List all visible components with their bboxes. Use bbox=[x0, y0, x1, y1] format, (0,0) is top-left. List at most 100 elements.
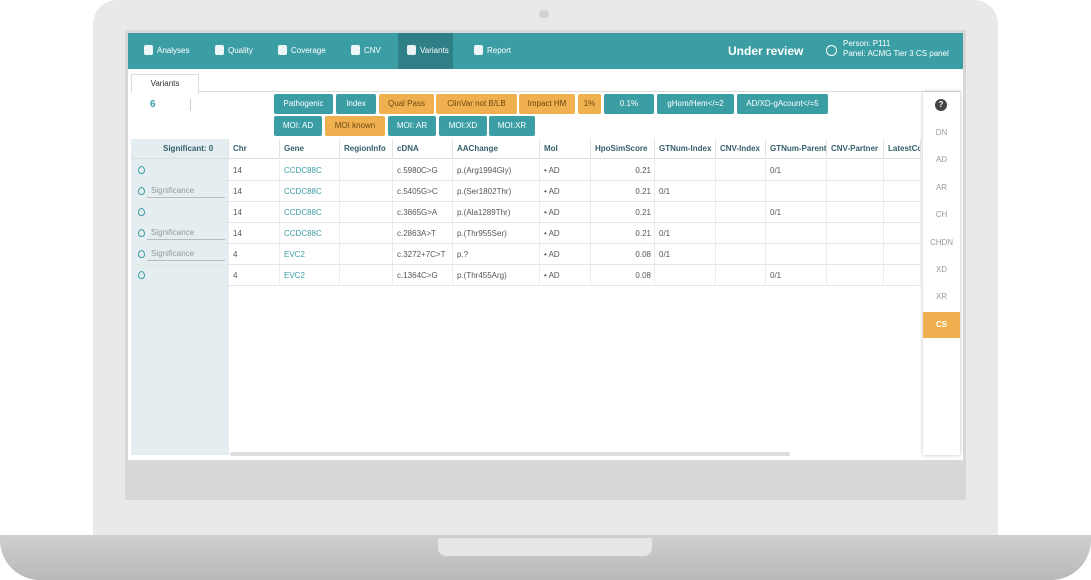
cell-border bbox=[654, 181, 655, 202]
cell-border bbox=[715, 223, 716, 244]
filter-button[interactable]: Qual Pass bbox=[379, 94, 434, 114]
cell-border bbox=[654, 202, 655, 223]
filter-button[interactable]: AD/XD-gAcount</=5 bbox=[737, 94, 828, 114]
cell-border bbox=[339, 244, 340, 265]
nav-bar bbox=[128, 33, 963, 69]
column-header[interactable]: MoI bbox=[540, 139, 591, 159]
cell-border bbox=[883, 181, 884, 202]
cell-border bbox=[590, 244, 591, 265]
row-divider bbox=[131, 264, 921, 265]
table-cell: p.(Arg1994Gly) bbox=[457, 166, 512, 175]
cell-border bbox=[392, 223, 393, 244]
nav-icon bbox=[474, 45, 483, 55]
nav-icon bbox=[407, 45, 416, 55]
column-header[interactable]: GTNum-Parent bbox=[766, 139, 827, 159]
table-cell: • AD bbox=[544, 271, 560, 280]
table-cell[interactable]: Significance bbox=[147, 244, 225, 261]
cell-border bbox=[590, 181, 591, 202]
cell-border bbox=[392, 202, 393, 223]
row-divider bbox=[131, 285, 921, 286]
camera bbox=[539, 10, 549, 18]
cell-border bbox=[883, 265, 884, 286]
column-header[interactable]: GTNum-Index bbox=[655, 139, 716, 159]
status[interactable]: Under review bbox=[728, 33, 803, 69]
column-header[interactable]: HpoSimScore bbox=[591, 139, 655, 159]
help-icon[interactable]: ? bbox=[935, 99, 947, 111]
filter-button[interactable]: MOI:XD bbox=[439, 116, 487, 136]
cell-border bbox=[452, 181, 453, 202]
column-header[interactable]: AAChange bbox=[453, 139, 540, 159]
tab-bar bbox=[131, 74, 961, 92]
filter-button[interactable]: MOI: AD bbox=[274, 116, 322, 136]
moi-filter[interactable]: DN bbox=[935, 128, 948, 137]
sidebar bbox=[923, 92, 960, 455]
table-cell: 0/1 bbox=[659, 229, 671, 238]
nav-item[interactable]: Report bbox=[487, 46, 512, 55]
cell-border bbox=[654, 244, 655, 265]
filter-button[interactable]: ClinVar not B/LB bbox=[436, 94, 517, 114]
filter-button[interactable]: gHom/Hem</=2 bbox=[657, 94, 734, 114]
nav-item[interactable]: Coverage bbox=[291, 46, 326, 55]
cell-border bbox=[654, 160, 655, 181]
drop-icon bbox=[138, 166, 145, 174]
moi-filter[interactable]: CH bbox=[935, 210, 948, 220]
filter-button[interactable]: MOI:XR bbox=[489, 116, 535, 136]
moi-filter[interactable]: AD bbox=[935, 155, 948, 165]
nav-item[interactable]: Quality bbox=[228, 46, 253, 55]
cell-border bbox=[539, 223, 540, 244]
nav-icon bbox=[278, 45, 287, 55]
column-header[interactable]: LatestCom bbox=[884, 139, 921, 159]
cell-border bbox=[452, 223, 453, 244]
cell-border bbox=[452, 244, 453, 265]
table-cell: 0/1 bbox=[659, 250, 671, 259]
column-header[interactable]: CNV-Partner bbox=[827, 139, 884, 159]
toolbar-icons[interactable] bbox=[190, 99, 230, 111]
column-header[interactable]: RegionInfo bbox=[340, 139, 393, 159]
info-icon bbox=[826, 45, 837, 56]
table-cell: c.2863A>T bbox=[397, 229, 436, 238]
nav-item[interactable]: Analyses bbox=[157, 46, 190, 55]
cell-border bbox=[826, 202, 827, 223]
nav-item[interactable]: Variants bbox=[420, 46, 449, 55]
variant-count: 6 bbox=[150, 99, 156, 110]
filter-button[interactable]: 1% bbox=[578, 94, 601, 114]
filter-button[interactable]: MOI: AR bbox=[388, 116, 436, 136]
moi-filter[interactable]: AR bbox=[935, 182, 948, 192]
table-cell[interactable]: Significance bbox=[147, 223, 225, 240]
drop-icon bbox=[138, 250, 145, 258]
table-cell[interactable]: Significance bbox=[147, 181, 225, 198]
column-header[interactable]: Gene bbox=[280, 139, 340, 159]
cell-border bbox=[826, 160, 827, 181]
filter-button[interactable]: Impact HM bbox=[519, 94, 575, 114]
table-cell: c.3272+7C>T bbox=[397, 250, 446, 259]
table-cell: 0.21 bbox=[635, 166, 651, 175]
cell-border bbox=[715, 202, 716, 223]
cell-border bbox=[920, 223, 921, 244]
filter-button[interactable]: 0.1% bbox=[604, 94, 654, 114]
table-cell: 0/1 bbox=[770, 166, 782, 175]
scrollbar[interactable] bbox=[230, 452, 790, 456]
filter-button[interactable]: Pathogenic bbox=[274, 94, 333, 114]
column-header[interactable]: cDNA bbox=[393, 139, 453, 159]
column-header[interactable]: Chr bbox=[229, 139, 280, 159]
tab[interactable]: Variants bbox=[131, 74, 199, 93]
column-header[interactable]: CNV-Index bbox=[716, 139, 766, 159]
cell-border bbox=[279, 244, 280, 265]
filter-button[interactable]: Index bbox=[336, 94, 376, 114]
table-cell: 14 bbox=[233, 208, 242, 217]
filter-button[interactable]: MOI known bbox=[325, 116, 385, 136]
cell-border bbox=[765, 202, 766, 223]
column-header[interactable]: Significant: 0 bbox=[131, 139, 229, 159]
cell-border bbox=[920, 244, 921, 265]
trackpad-notch bbox=[438, 538, 652, 556]
row-divider bbox=[131, 222, 921, 223]
drop-icon bbox=[138, 271, 145, 279]
moi-filter[interactable]: XR bbox=[935, 292, 948, 302]
moi-filter[interactable]: CS bbox=[923, 311, 960, 338]
nav-item[interactable]: CNV bbox=[364, 46, 381, 55]
drop-icon bbox=[138, 229, 145, 237]
moi-filter[interactable]: XD bbox=[935, 265, 948, 274]
moi-filter[interactable]: CHDN bbox=[929, 237, 954, 247]
cell-border bbox=[590, 223, 591, 244]
